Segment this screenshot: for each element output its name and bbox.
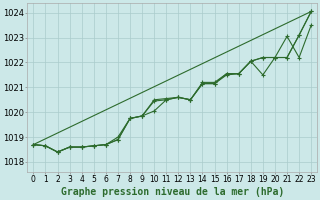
X-axis label: Graphe pression niveau de la mer (hPa): Graphe pression niveau de la mer (hPa) xyxy=(61,187,284,197)
